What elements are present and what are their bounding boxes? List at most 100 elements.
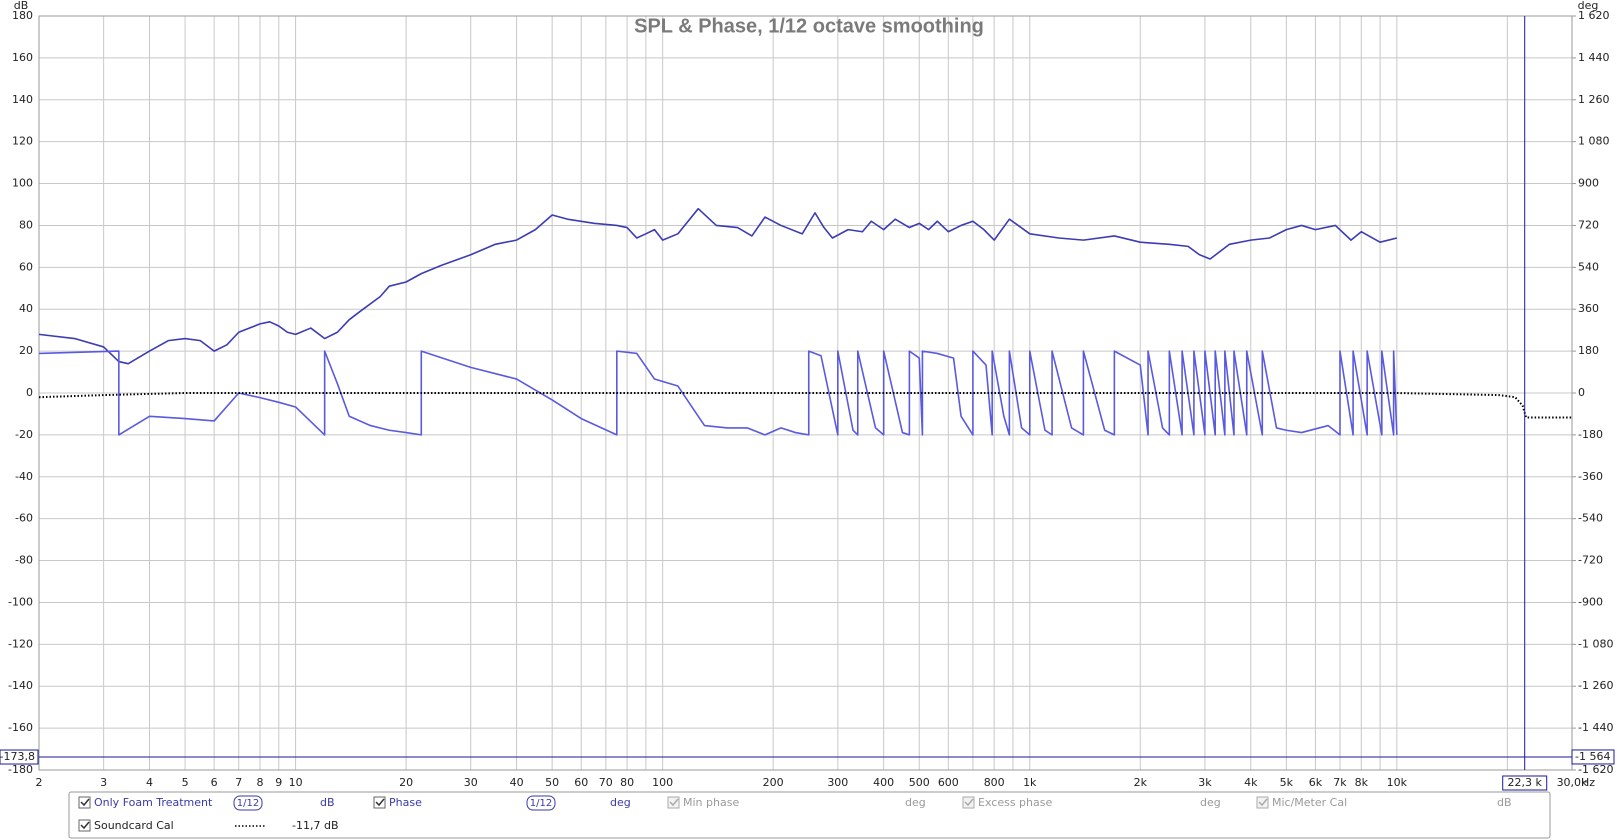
y-tick-label: 120 — [12, 135, 33, 148]
y-tick-label: -100 — [8, 595, 33, 608]
y-tick-label: -120 — [8, 637, 33, 650]
x-tick-label: 200 — [763, 776, 784, 789]
cursor-x-label: 22,3 k — [1508, 776, 1543, 789]
cursor-y-label: -173,8 — [0, 750, 35, 763]
y-tick-label: 0 — [26, 386, 33, 399]
legend-entry[interactable]: Min phase — [683, 796, 739, 809]
y2-tick-label: -720 — [1578, 554, 1603, 567]
smoothing-icon[interactable] — [233, 795, 263, 811]
checkbox[interactable] — [373, 796, 386, 809]
y2-tick-label: 360 — [1578, 302, 1599, 315]
cursor-y2-box — [1571, 749, 1615, 765]
x-tick-label: 8 — [257, 776, 264, 789]
series-line — [38, 350, 1398, 436]
unit-label: dB — [1497, 796, 1512, 809]
check-mark — [375, 798, 385, 807]
chart-title: SPL & Phase, 1/12 octave smoothing — [634, 15, 984, 37]
x-tick-label: 800 — [984, 776, 1005, 789]
y-tick-label: 80 — [19, 218, 33, 231]
x-tick-label: 70 — [599, 776, 613, 789]
y-tick-label: 20 — [19, 344, 33, 357]
check-mark — [669, 798, 679, 807]
y-tick-label: -20 — [15, 428, 33, 441]
checkbox[interactable] — [78, 819, 91, 832]
check-mark — [964, 798, 974, 807]
smoothing-label: 1/12 — [237, 798, 259, 809]
legend-box — [68, 791, 1551, 839]
legend-entry[interactable]: Soundcard Cal — [94, 819, 174, 832]
checkbox[interactable] — [78, 796, 91, 809]
x-tick-label: 5k — [1280, 776, 1294, 789]
smoothing-icon[interactable] — [526, 795, 556, 811]
cursor-y-box — [0, 749, 39, 765]
check-mark — [80, 821, 90, 830]
y-tick-label: 100 — [12, 177, 33, 190]
x-tick-label: 80 — [620, 776, 634, 789]
x-tick-label: 10 — [289, 776, 303, 789]
x-tick-label: 600 — [938, 776, 959, 789]
y-tick-label: -160 — [8, 721, 33, 734]
x-tick-label: 50 — [545, 776, 559, 789]
y2-tick-label: -180 — [1578, 428, 1603, 441]
y2-tick-label: -1 260 — [1578, 679, 1613, 692]
legend-entry[interactable]: Only Foam Treatment — [94, 796, 213, 809]
x-tick-label: 6k — [1309, 776, 1323, 789]
unit-label: deg — [1200, 796, 1221, 809]
x-tick-label: 4 — [146, 776, 153, 789]
y2-tick-label: 180 — [1578, 344, 1599, 357]
x-tick-label: 400 — [873, 776, 894, 789]
y-tick-label: 160 — [12, 51, 33, 64]
y-tick-label: 180 — [12, 9, 33, 22]
y2-tick-label: 540 — [1578, 260, 1599, 273]
y2-tick-label: -1 080 — [1578, 637, 1613, 650]
x-tick-label: 3k — [1198, 776, 1212, 789]
x-tick-label: 40 — [510, 776, 524, 789]
marks — [38, 16, 1572, 770]
checkbox[interactable] — [667, 796, 680, 809]
checkbox[interactable] — [962, 796, 975, 809]
y2-tick-label: 1 260 — [1578, 93, 1610, 106]
legend-entry[interactable]: Excess phase — [978, 796, 1052, 809]
x-tick-label: 300 — [827, 776, 848, 789]
y2-tick-label: -1 620 — [1578, 763, 1613, 776]
x-tick-label: 20 — [399, 776, 413, 789]
x-tick-label: 4k — [1244, 776, 1258, 789]
y-tick-label: -40 — [15, 470, 33, 483]
y2-tick-label: 1 620 — [1578, 9, 1610, 22]
y-tick-label: -140 — [8, 679, 33, 692]
y2-tick-label: 900 — [1578, 177, 1599, 190]
smoothing-label: 1/12 — [530, 798, 552, 809]
unit-label: deg — [610, 796, 631, 809]
checkbox[interactable] — [1256, 796, 1269, 809]
x-tick-label: 1k — [1023, 776, 1037, 789]
legend-entry[interactable]: Mic/Meter Cal — [1272, 796, 1347, 809]
x-tick-label: 2k — [1134, 776, 1148, 789]
cursor-x-box — [1502, 775, 1548, 791]
x-tick-label: 9 — [275, 776, 282, 789]
cursor-y2-label: -1 564 — [1575, 750, 1610, 763]
y-tick-label: -80 — [15, 554, 33, 567]
y-axis-label: dB — [14, 0, 29, 12]
x-tick-label: 30 — [464, 776, 478, 789]
y2-tick-label: 720 — [1578, 218, 1599, 231]
x-tick-label: 100 — [652, 776, 673, 789]
check-mark — [80, 798, 90, 807]
legend-panel: Only Foam Treatment 1/12 dB Phase 1/12 d… — [68, 791, 1551, 839]
x-tick-label: 60 — [574, 776, 588, 789]
unit-label: deg — [905, 796, 926, 809]
y-tick-label: -60 — [15, 512, 33, 525]
y2-axis-label: deg — [1578, 0, 1599, 12]
x-tick-label: 500 — [909, 776, 930, 789]
y-tick-label: 60 — [19, 260, 33, 273]
y2-tick-label: 1 080 — [1578, 135, 1610, 148]
x-tick-label: 8k — [1355, 776, 1369, 789]
x-tick-label: 6 — [211, 776, 218, 789]
unit-label: dB — [320, 796, 335, 809]
x-tick-label: 7k — [1333, 776, 1347, 789]
y2-tick-label: 0 — [1578, 386, 1585, 399]
y-tick-label: 40 — [19, 302, 33, 315]
x-tick-label: 3 — [100, 776, 107, 789]
y2-tick-label: 1 440 — [1578, 51, 1610, 64]
legend-entry[interactable]: Phase — [389, 796, 422, 809]
